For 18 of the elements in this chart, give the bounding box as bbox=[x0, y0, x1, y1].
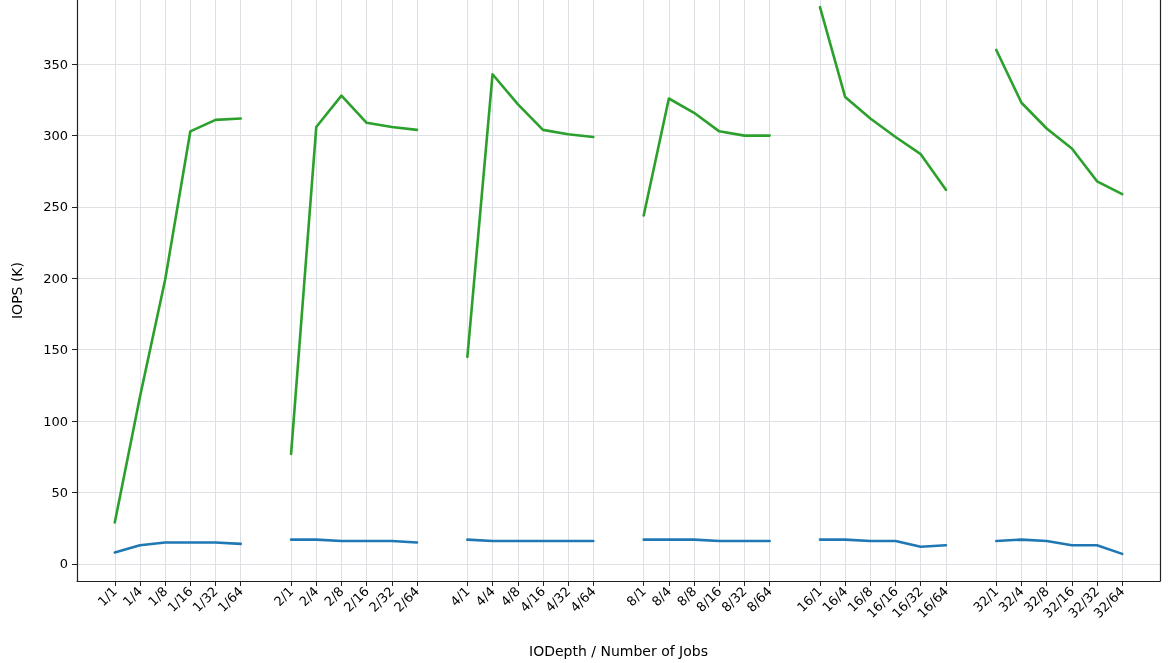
y-axis-title: IOPS (K) bbox=[9, 261, 25, 320]
x-tick-label: 8/4 bbox=[648, 583, 675, 610]
x-axis-title: IODepth / Number of Jobs bbox=[529, 643, 708, 659]
x-tick-label: 1/1 bbox=[94, 583, 121, 610]
x-tick-label: 1/4 bbox=[119, 583, 146, 610]
y-tick-label: 300 bbox=[43, 128, 68, 144]
x-tick-label: 4/4 bbox=[472, 583, 498, 610]
y-tick-label: 250 bbox=[43, 199, 68, 215]
x-tick-label: 2/1 bbox=[271, 583, 297, 610]
x-tick-label: 8/1 bbox=[623, 583, 649, 610]
y-tick-label: 200 bbox=[43, 270, 68, 286]
x-tick-label: 2/4 bbox=[296, 583, 322, 610]
y-tick-label: 0 bbox=[59, 556, 68, 572]
y-tick-label: 150 bbox=[43, 342, 68, 358]
y-tick-label: 350 bbox=[43, 56, 68, 72]
y-tick-label: 100 bbox=[43, 413, 68, 429]
x-tick-label: 4/1 bbox=[447, 583, 473, 610]
y-tick-label: 50 bbox=[51, 484, 68, 500]
